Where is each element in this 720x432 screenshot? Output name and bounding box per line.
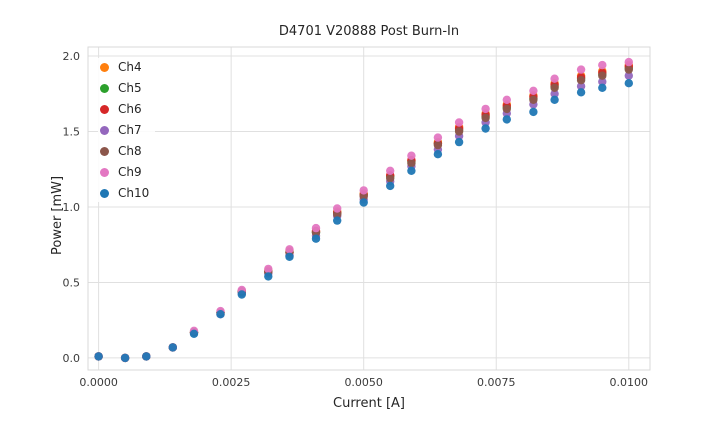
data-point-ch9 — [333, 204, 342, 213]
chart-title: D4701 V20888 Post Burn-In — [278, 24, 460, 39]
x-tick-label: 0.0000 — [79, 376, 118, 389]
data-point-ch7 — [598, 77, 607, 86]
data-point-ch10 — [433, 150, 443, 159]
data-point-ch10 — [189, 329, 199, 338]
data-point-ch10 — [94, 352, 103, 361]
legend-item-ch5: Ch5 — [100, 81, 149, 95]
data-point-ch9 — [311, 223, 321, 233]
y-tick-label: 1.5 — [63, 126, 81, 139]
x-tick-label: 0.0100 — [610, 376, 649, 389]
data-point-ch9 — [598, 60, 607, 70]
legend-marker-icon — [100, 83, 109, 93]
data-point-ch8 — [433, 140, 443, 150]
data-point-ch10 — [285, 252, 294, 261]
data-point-ch8 — [550, 83, 559, 93]
data-point-ch7 — [550, 89, 559, 99]
legend-label: Ch5 — [118, 81, 142, 95]
data-point-ch8 — [529, 95, 538, 105]
data-point-ch8 — [359, 192, 368, 201]
data-point-ch8 — [407, 159, 416, 168]
axes-frame — [87, 46, 651, 371]
legend-item-ch10: Ch10 — [100, 186, 149, 200]
data-point-ch7 — [576, 82, 586, 91]
data-point-ch10 — [529, 107, 538, 117]
data-point-ch9 — [264, 264, 273, 274]
data-point-ch8 — [386, 174, 395, 183]
data-point-ch10 — [598, 83, 607, 93]
data-point-ch9 — [550, 74, 559, 83]
data-point-ch9 — [502, 95, 511, 105]
data-point-ch10 — [216, 310, 225, 319]
legend-item-ch8: Ch8 — [100, 144, 149, 158]
legend-marker-icon — [100, 167, 109, 177]
data-point-ch8 — [333, 210, 342, 219]
data-point-ch9 — [454, 118, 464, 127]
data-point-ch10 — [311, 234, 321, 243]
data-point-ch8 — [576, 76, 586, 85]
data-point-ch10 — [142, 352, 151, 361]
x-axis-label: Current [A] — [333, 396, 405, 411]
data-point-ch10 — [624, 79, 633, 88]
data-point-ch10 — [481, 124, 490, 133]
data-point-ch9 — [285, 245, 294, 254]
data-point-ch9 — [433, 133, 443, 142]
legend-item-ch6: Ch6 — [100, 102, 149, 116]
data-point-ch8 — [624, 65, 633, 74]
data-point-ch10 — [550, 95, 559, 105]
legend-label: Ch6 — [118, 102, 142, 116]
data-point-ch9 — [359, 186, 368, 195]
legend-label: Ch4 — [118, 60, 142, 74]
data-point-ch10 — [502, 115, 511, 124]
data-point-ch9 — [624, 57, 633, 67]
legend-marker-icon — [100, 125, 109, 135]
data-point-ch10 — [120, 353, 130, 363]
legend: Ch4 Ch5 Ch6 Ch7 Ch8 Ch9 Ch10 — [98, 58, 156, 202]
data-point-ch9 — [386, 166, 395, 175]
legend-marker-icon — [100, 104, 109, 114]
data-point-ch9 — [481, 104, 490, 114]
data-point-ch8 — [481, 113, 490, 123]
y-tick-label: 2.0 — [63, 50, 81, 63]
data-point-ch8 — [598, 71, 607, 80]
data-point-ch10 — [264, 272, 273, 281]
plot-area — [88, 47, 650, 370]
y-axis-label: Power [mW] — [50, 175, 65, 255]
data-point-ch10 — [386, 181, 395, 191]
legend-item-ch9: Ch9 — [100, 165, 149, 179]
data-point-ch10 — [333, 216, 342, 225]
legend-item-ch4: Ch4 — [100, 60, 149, 74]
legend-marker-icon — [100, 188, 109, 198]
data-point-ch10 — [237, 290, 246, 299]
data-point-ch8 — [454, 127, 464, 136]
legend-label: Ch7 — [118, 123, 142, 137]
x-tick-label: 0.0075 — [477, 376, 516, 389]
legend-item-ch7: Ch7 — [100, 123, 149, 137]
data-point-ch7 — [624, 71, 633, 80]
y-tick-label: 0.5 — [63, 276, 81, 289]
data-point-ch10 — [576, 88, 586, 97]
data-point-ch9 — [529, 86, 538, 96]
x-tick-label: 0.0025 — [212, 376, 251, 389]
data-point-ch10 — [168, 343, 177, 352]
y-tick-label: 1.0 — [63, 201, 81, 214]
legend-marker-icon — [100, 62, 109, 72]
data-point-ch10 — [359, 198, 368, 207]
data-point-ch9 — [407, 151, 416, 160]
data-point-ch9 — [576, 65, 586, 74]
y-tick-label: 0.0 — [63, 352, 81, 365]
data-point-ch8 — [502, 104, 511, 114]
legend-label: Ch8 — [118, 144, 142, 158]
legend-marker-icon — [100, 146, 109, 156]
legend-label: Ch10 — [118, 186, 150, 200]
x-tick-label: 0.0050 — [344, 376, 383, 389]
data-point-ch10 — [454, 137, 464, 147]
legend-label: Ch9 — [118, 165, 142, 179]
data-point-ch10 — [407, 166, 416, 175]
